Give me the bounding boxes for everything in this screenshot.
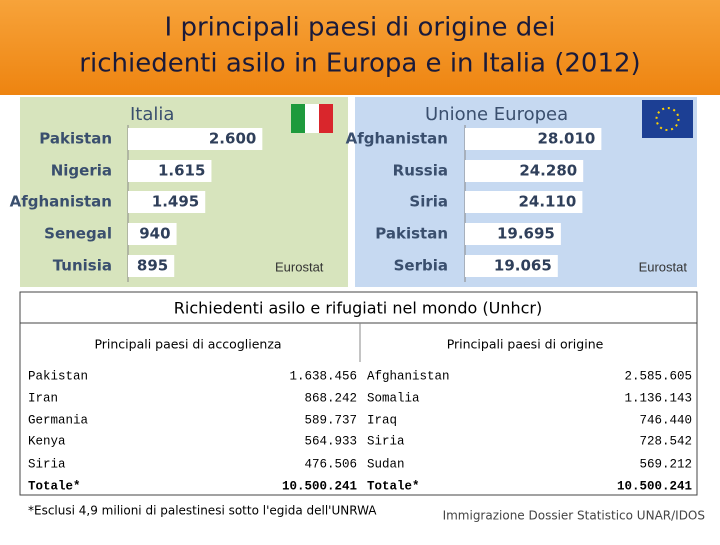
table-cell: Siria	[28, 457, 66, 471]
value-label: 1.615	[158, 162, 205, 180]
value-label: 28.010	[537, 130, 595, 148]
value-label: 19.065	[494, 257, 552, 275]
table-cell: Afghanistan	[367, 369, 450, 383]
table-cell: 728.542	[639, 434, 692, 448]
source: Immigrazione Dossier Statistico UNAR/IDO…	[443, 509, 705, 523]
bar	[465, 255, 558, 277]
bar	[465, 160, 584, 182]
table-cell: Totale*	[28, 479, 81, 493]
bar	[128, 223, 177, 245]
chart-source: Eurostat	[639, 259, 688, 274]
table-cell: Kenya	[28, 434, 66, 448]
table-cell: Pakistan	[28, 369, 88, 383]
category-label: Siria	[409, 193, 448, 211]
footnote: *Esclusi 4,9 milioni di palestinesi sott…	[28, 504, 377, 518]
category-label: Afghanistan	[346, 130, 448, 148]
value-label: 19.695	[497, 225, 555, 243]
table-cell: Iran	[28, 391, 58, 405]
category-label: Nigeria	[51, 162, 112, 180]
table-cell: 868.242	[304, 391, 357, 405]
table-cell: 10.500.241	[617, 479, 692, 493]
chart-title: Italia	[130, 104, 174, 125]
table-cell: Iraq	[367, 413, 397, 427]
value-label: 2.600	[209, 130, 256, 148]
table-cell: Siria	[367, 434, 405, 448]
table-cell: 1.638.456	[289, 369, 357, 383]
chart-title: Unione Europea	[425, 104, 568, 125]
column-header: Principali paesi di origine	[447, 337, 604, 352]
table-cell: 476.506	[304, 457, 357, 471]
header-band	[0, 0, 720, 95]
category-label: Afghanistan	[10, 193, 112, 211]
value-label: 24.280	[519, 162, 577, 180]
table-cell: Somalia	[367, 391, 420, 405]
category-label: Russia	[393, 162, 448, 180]
value-label: 940	[139, 225, 170, 243]
table-cell: 10.500.241	[282, 479, 357, 493]
table-cell: Sudan	[367, 457, 405, 471]
table-cell: 2.585.605	[624, 369, 692, 383]
category-label: Tunisia	[53, 257, 112, 275]
bar	[128, 160, 212, 182]
category-label: Pakistan	[375, 225, 448, 243]
value-label: 895	[137, 257, 168, 275]
table-cell: 569.212	[639, 457, 692, 471]
title-line: I principali paesi di origine dei	[165, 13, 556, 43]
value-label: 1.495	[152, 193, 199, 211]
table-cell: Germania	[28, 413, 89, 427]
table-cell: 589.737	[304, 413, 357, 427]
category-label: Serbia	[394, 257, 448, 275]
category-label: Pakistan	[39, 130, 112, 148]
table-title: Richiedenti asilo e rifugiati nel mondo …	[174, 299, 543, 318]
bar	[128, 191, 206, 213]
table-cell: 564.933	[304, 434, 357, 448]
title-line: richiedenti asilo in Europa e in Italia …	[79, 49, 640, 79]
value-label: 24.110	[518, 193, 576, 211]
bar	[465, 128, 602, 150]
table-frame	[19, 291, 698, 496]
category-label: Senegal	[44, 225, 112, 243]
bar	[128, 128, 263, 150]
table-cell: Totale*	[367, 479, 420, 493]
chart-source: Eurostat	[275, 259, 324, 274]
eu-flag	[642, 100, 693, 138]
italy-flag	[291, 104, 333, 133]
bar	[128, 255, 175, 277]
column-header: Principali paesi di accoglienza	[94, 337, 281, 352]
bar	[465, 191, 583, 213]
table-cell: 1.136.143	[624, 391, 692, 405]
bar	[465, 223, 561, 245]
table-cell: 746.440	[639, 413, 692, 427]
